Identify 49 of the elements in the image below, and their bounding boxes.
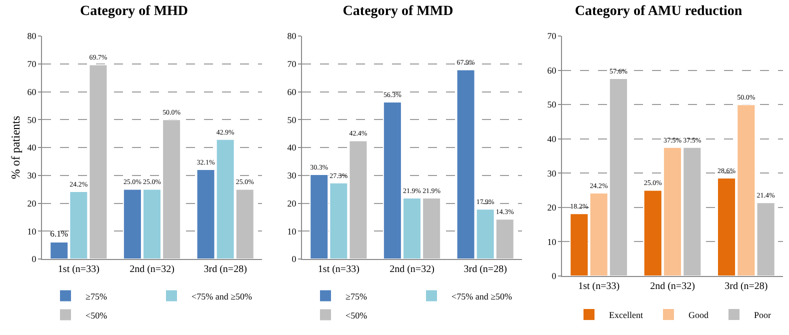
y-tick-label: 20 [547,202,557,213]
legend-label: <75% and ≥50% [192,291,253,302]
y-tick-label: 80 [287,31,297,42]
y-tick-label: 20 [27,198,37,208]
x-tick-label: 3rd (n=28) [204,264,247,275]
x-tick-label: 3rd (n=28) [464,264,507,275]
legend-label: ≥75% [86,291,108,302]
x-tick-label: 1st (n=33) [318,264,360,275]
y-tick-label: 30 [27,170,37,181]
legend-label: Excellent [609,310,644,320]
legend-label: ≥75% [346,291,368,302]
legend-label: <50% [86,310,108,320]
y-tick-label: 40 [27,142,37,153]
y-tick-label: 70 [547,31,557,42]
y-tick-label: 30 [547,168,557,178]
y-tick-label: 0 [292,254,297,264]
x-tick-label: 3rd (n=28) [724,281,768,292]
x-tick-label: 1st (n=33) [578,281,620,292]
x-tick-label: 2nd (n=32) [130,264,174,275]
y-tick-label: 60 [27,86,37,97]
y-tick-label: 10 [287,226,297,236]
data-label: 6.1% [50,228,68,238]
y-tick-label: 10 [547,236,557,247]
y-tick-label: 50 [27,114,37,125]
y-tick-label: 50 [547,100,557,110]
y-tick-label: 80 [27,31,37,42]
x-tick-label: 1st (n=33) [58,264,100,275]
y-tick-label: 10 [27,226,37,236]
y-tick-label: 70 [287,59,297,70]
y-axis-title: % of patients [8,116,22,180]
chart-title: Category of AMU reduction [574,4,742,19]
legend-label: Poor [754,310,771,320]
y-tick-label: 60 [547,65,557,76]
legend-label: <75% and ≥50% [452,291,513,302]
y-tick-label: 70 [27,59,37,70]
y-tick-label: 0 [552,271,557,282]
y-tick-label: 20 [287,198,297,208]
legend-label: <50% [346,310,368,320]
y-tick-label: 40 [287,142,297,153]
chart-title: Category of MHD [80,4,188,19]
chart-title: Category of MMD [342,4,454,19]
y-tick-label: 0 [32,254,37,264]
x-tick-label: 2nd (n=32) [650,281,695,292]
x-tick-label: 2nd (n=32) [390,264,434,275]
y-tick-label: 30 [287,170,297,181]
legend-label: Good [688,310,709,320]
y-tick-label: 40 [547,134,557,144]
y-tick-label: 50 [287,114,297,125]
y-tick-label: 60 [287,86,297,97]
